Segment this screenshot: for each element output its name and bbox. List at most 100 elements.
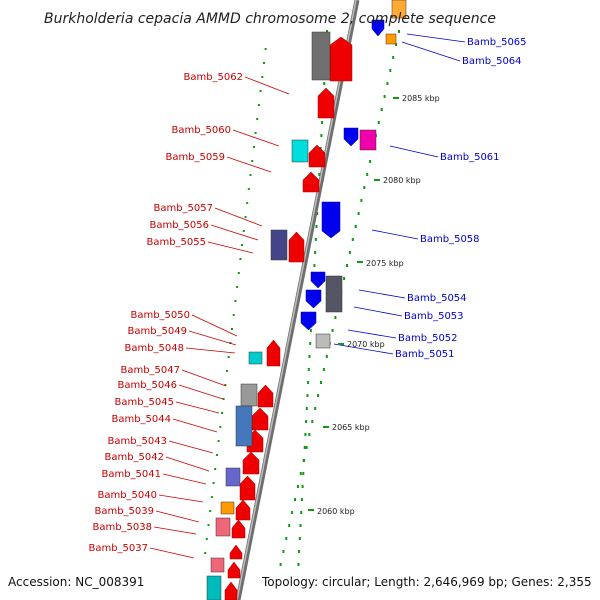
label-leader-lines: [149, 33, 466, 559]
leader-line-bamb-5058: [371, 229, 419, 240]
gene-label-bamb-5061[interactable]: Bamb_5061: [440, 152, 500, 163]
track-dot: [300, 511, 303, 514]
gene-arrow-reverse: [300, 311, 317, 331]
gene-label-bamb-5052[interactable]: Bamb_5052: [398, 333, 458, 344]
gene-label-bamb-5041[interactable]: Bamb_5041: [101, 469, 161, 480]
gene-label-bamb-5055[interactable]: Bamb_5055: [146, 237, 206, 248]
gene-label-bamb-5050[interactable]: Bamb_5050: [130, 310, 190, 321]
track-dot: [377, 121, 380, 124]
gene-box: [225, 467, 241, 487]
gene-label-bamb-5057[interactable]: Bamb_5057: [153, 203, 213, 214]
track-dot: [315, 225, 318, 228]
gene-label-bamb-5044[interactable]: Bamb_5044: [111, 414, 171, 425]
scale-tick-mark: [308, 509, 314, 511]
gene-label-bamb-5046[interactable]: Bamb_5046: [117, 380, 177, 391]
gene-arrow-reverse: [310, 271, 326, 289]
track-dot: [237, 272, 240, 274]
gene-box: [315, 333, 331, 349]
gene-label-bamb-5058[interactable]: Bamb_5058: [420, 234, 480, 245]
leader-line-bamb-5044: [172, 418, 218, 433]
track-dot: [232, 314, 235, 316]
track-dot: [346, 264, 348, 267]
track-dot: [296, 485, 299, 488]
leader-line-bamb-5054: [358, 289, 406, 299]
gene-label-bamb-5037[interactable]: Bamb_5037: [88, 543, 148, 554]
track-dot: [395, 43, 398, 46]
track-dot: [305, 420, 308, 423]
track-dot: [320, 381, 322, 384]
gene-label-bamb-5051[interactable]: Bamb_5051: [395, 349, 455, 360]
track-dot: [392, 56, 395, 59]
track-dot: [205, 538, 208, 540]
scale-tick-2085-kbp: 2085 kbp: [402, 94, 440, 103]
track-dot: [207, 524, 210, 526]
track-dot: [234, 300, 237, 302]
leader-line-bamb-5042: [165, 456, 210, 472]
gene-label-bamb-5059[interactable]: Bamb_5059: [165, 152, 225, 163]
gene-arrow-forward: [224, 581, 238, 600]
gene-label-bamb-5064[interactable]: Bamb_5064: [462, 56, 522, 67]
track-dot: [210, 496, 213, 498]
gene-label-bamb-5039[interactable]: Bamb_5039: [94, 506, 154, 517]
scale-tick-mark: [323, 426, 329, 428]
track-dot: [257, 104, 260, 106]
gene-box: [235, 405, 253, 447]
track-dot: [322, 368, 325, 371]
gene-label-bamb-5043[interactable]: Bamb_5043: [107, 436, 167, 447]
gene-label-bamb-5045[interactable]: Bamb_5045: [114, 397, 174, 408]
track-dot: [304, 433, 307, 436]
track-dot: [303, 446, 306, 449]
leader-line-bamb-5045: [175, 401, 220, 414]
scale-tick-mark: [393, 97, 399, 99]
track-dot: [224, 384, 227, 386]
scale-tick-mark: [357, 261, 363, 263]
gene-label-bamb-5054[interactable]: Bamb_5054: [407, 293, 467, 304]
track-dot: [231, 328, 233, 330]
track-dot: [227, 356, 230, 358]
track-dot: [288, 524, 291, 527]
track-dot: [306, 394, 309, 397]
accession-text: Accession: NC_008391: [8, 575, 144, 589]
gene-label-bamb-5040[interactable]: Bamb_5040: [97, 490, 157, 501]
track-dot: [252, 146, 255, 148]
gene-label-bamb-5062[interactable]: Bamb_5062: [183, 72, 243, 83]
leader-line-bamb-5038: [153, 526, 197, 535]
leader-line-bamb-5053: [353, 306, 403, 317]
leader-line-bamb-5051: [333, 343, 394, 355]
gene-label-bamb-5038[interactable]: Bamb_5038: [92, 522, 152, 533]
track-dot: [308, 355, 311, 358]
gene-arrow-forward: [242, 451, 260, 475]
track-dot: [354, 225, 357, 228]
gene-label-bamb-5048[interactable]: Bamb_5048: [124, 343, 184, 354]
leader-line-bamb-5057: [214, 207, 263, 227]
gene-label-bamb-5042[interactable]: Bamb_5042: [104, 452, 164, 463]
gene-label-bamb-5056[interactable]: Bamb_5056: [149, 220, 209, 231]
track-dot: [309, 342, 312, 345]
leader-line-bamb-5064: [401, 41, 461, 62]
chromosome-axis: [235, 0, 360, 600]
track-dot: [383, 95, 386, 98]
scale-tick-2080-kbp: 2080 kbp: [383, 176, 421, 185]
track-dot: [300, 498, 303, 501]
track-dot: [318, 173, 321, 176]
track-dot: [334, 316, 337, 319]
gene-label-bamb-5060[interactable]: Bamb_5060: [171, 125, 231, 136]
track-dot: [326, 30, 328, 33]
track-dot: [241, 244, 244, 246]
leader-line-bamb-5059: [226, 156, 272, 173]
track-dot: [219, 426, 222, 428]
leader-line-bamb-5062: [244, 76, 290, 95]
track-dot: [242, 230, 245, 232]
gene-label-bamb-5047[interactable]: Bamb_5047: [120, 365, 180, 376]
gene-label-bamb-5049[interactable]: Bamb_5049: [127, 326, 187, 337]
gene-label-bamb-5065[interactable]: Bamb_5065: [467, 37, 527, 48]
gene-features: [206, 0, 407, 600]
gene-label-bamb-5053[interactable]: Bamb_5053: [404, 311, 464, 322]
gene-arrow-forward: [235, 499, 251, 521]
track-dot: [214, 468, 217, 470]
map-title: Burkholderia cepacia AMMD chromosome 2, …: [44, 11, 496, 27]
gene-arrow-forward: [329, 36, 353, 82]
track-dot: [222, 398, 225, 400]
